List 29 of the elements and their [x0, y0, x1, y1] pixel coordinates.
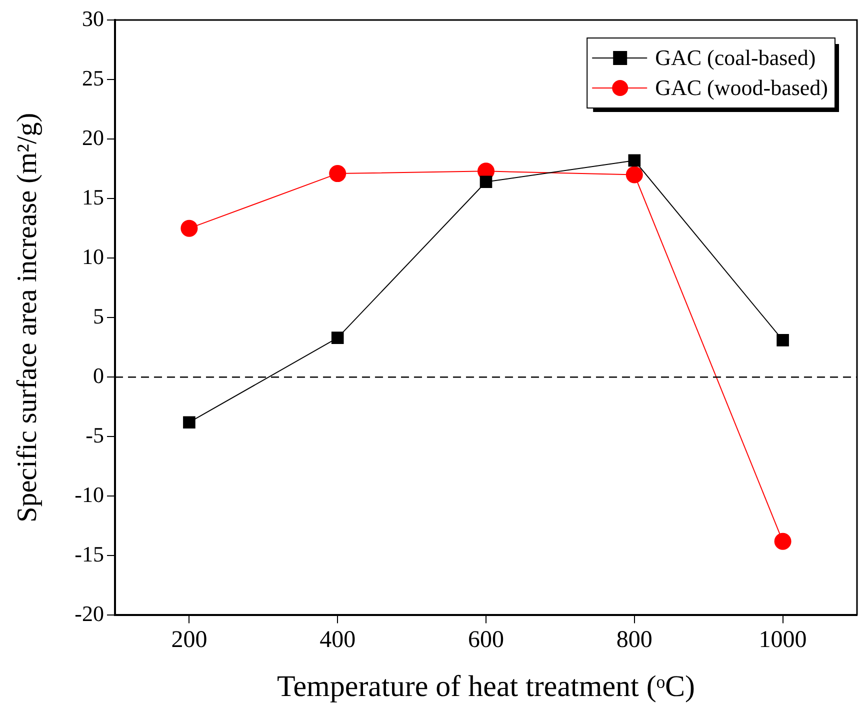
- y-tick-label: 30: [82, 6, 104, 31]
- point: [628, 154, 641, 167]
- y-tick-label: -5: [86, 422, 104, 448]
- point: [774, 532, 792, 550]
- point: [329, 165, 346, 182]
- point: [183, 416, 196, 429]
- y-axis-title: Specific surface area increase (m²/g): [12, 112, 44, 522]
- y-tick-label: -10: [74, 482, 104, 507]
- point: [480, 176, 492, 188]
- x-tick-label: 800: [616, 626, 652, 653]
- x-axis-title: Temperature of heat treatment (ᵒC): [276, 670, 696, 703]
- legend-label: GAC (coal-based): [655, 44, 816, 70]
- x-tick-label: 1000: [758, 626, 807, 653]
- y-tick-label: -20: [74, 600, 104, 626]
- x-tick-label: 400: [320, 626, 356, 653]
- point: [776, 334, 789, 346]
- y-tick-label: -15: [74, 541, 104, 566]
- y-tick-label: 10: [82, 244, 104, 269]
- y-tick-label: 0: [93, 362, 104, 388]
- y-tick-label: 5: [93, 303, 104, 328]
- point: [180, 220, 198, 237]
- x-tick-label: 600: [468, 626, 504, 653]
- point: [626, 166, 643, 184]
- x-tick-label: 200: [171, 626, 208, 653]
- y-tick-label: 25: [82, 65, 104, 90]
- point: [331, 332, 344, 344]
- legend-label: GAC (wood-based): [655, 74, 828, 100]
- y-tick-label: 20: [82, 124, 104, 150]
- y-tick-label: 15: [82, 184, 104, 210]
